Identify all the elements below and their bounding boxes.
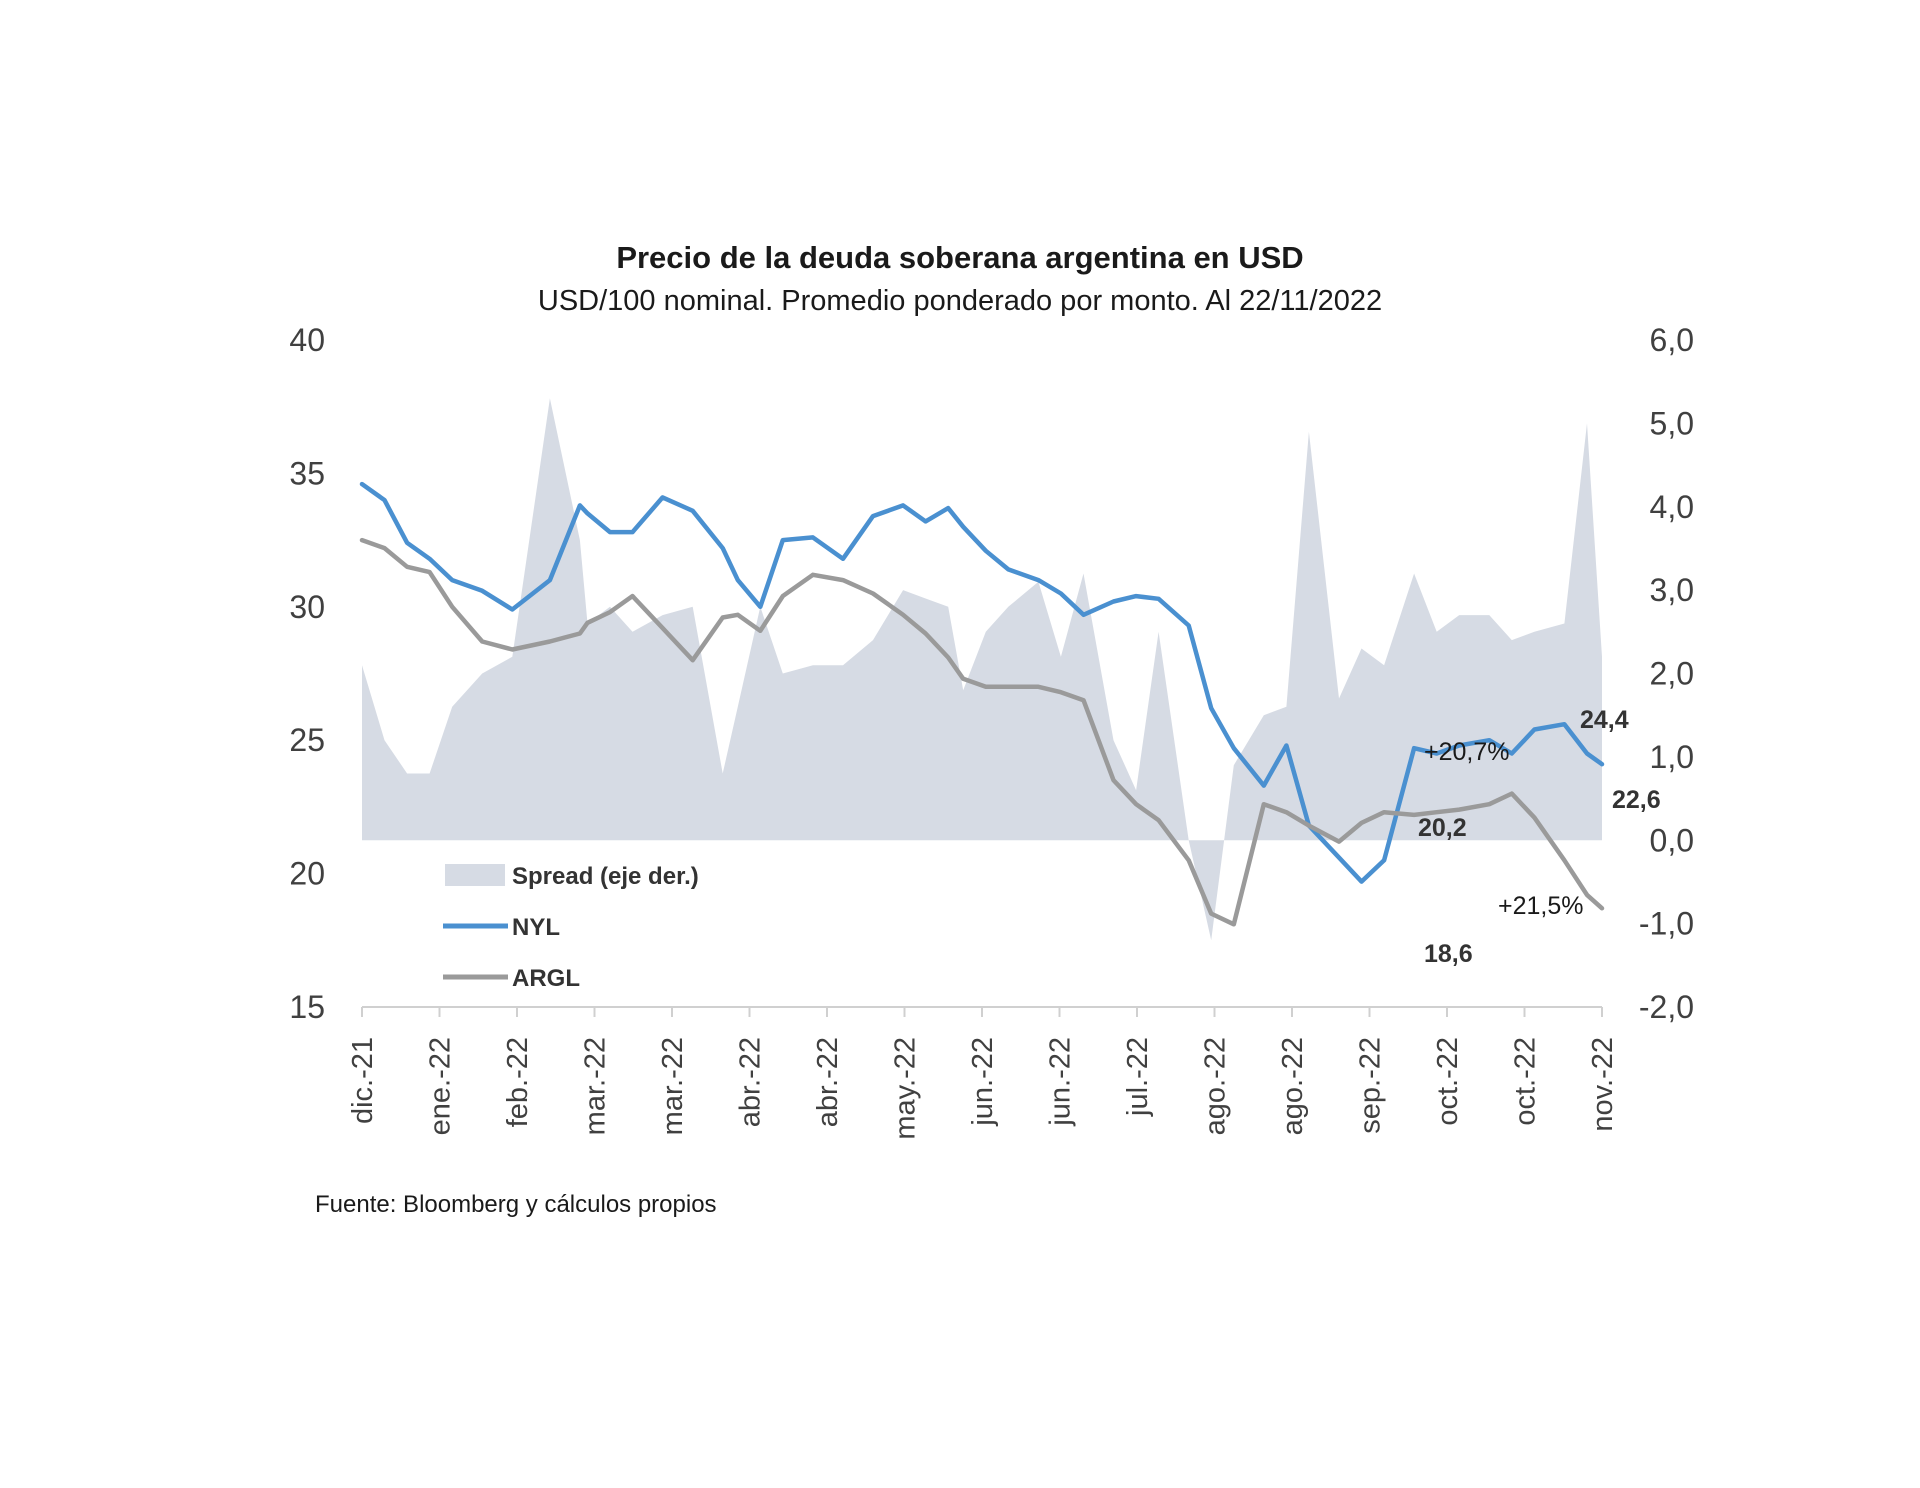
y-left-tick-label: 30 xyxy=(289,589,325,625)
annotation-argl-pct: +21,5% xyxy=(1498,892,1584,920)
x-tick-label: oct.-22 xyxy=(1432,1037,1464,1126)
x-tick-label: mar.-22 xyxy=(580,1037,612,1135)
x-tick-label: oct.-22 xyxy=(1510,1037,1542,1126)
y-right-tick-label: -1,0 xyxy=(1639,906,1694,942)
chart-subtitle: USD/100 nominal. Promedio ponderado por … xyxy=(538,285,1382,317)
y-right-tick-label: 0,0 xyxy=(1650,822,1694,858)
y-right-tick-label: -2,0 xyxy=(1639,989,1694,1025)
x-tick-label: jun.-22 xyxy=(1045,1037,1077,1127)
y-left-tick-label: 35 xyxy=(289,455,325,491)
chart-title: Precio de la deuda soberana argentina en… xyxy=(616,240,1303,275)
series-lines xyxy=(359,481,1605,927)
annotations: 24,4 22,6 20,2 18,6 +20,7% +21,5% xyxy=(1418,706,1661,968)
annotation-argl-last: 22,6 xyxy=(1612,786,1661,814)
series-line-nyl xyxy=(359,481,1605,884)
x-tick-label: ago.-22 xyxy=(1277,1037,1309,1135)
y-right-tick-label: 3,0 xyxy=(1650,572,1694,608)
x-tick-label: ene.-22 xyxy=(425,1037,457,1135)
y-right-tick-label: 6,0 xyxy=(1650,322,1694,358)
spread-area xyxy=(362,398,1602,941)
x-tick-label: ago.-22 xyxy=(1200,1037,1232,1135)
source-note: Fuente: Bloomberg y cálculos propios xyxy=(315,1191,717,1218)
legend-label-nyl: NYL xyxy=(512,914,560,941)
y-right-tick-label: 5,0 xyxy=(1650,405,1694,441)
x-tick-label: nov.-22 xyxy=(1587,1037,1619,1132)
annotation-nyl-min: 20,2 xyxy=(1418,814,1467,842)
x-tick-label: dic.-21 xyxy=(347,1037,379,1124)
axes: 15 20 25 30 35 40 -2,0 -1,0 0,0 1,0 2,0 3,0 4,0 5,0 6,… xyxy=(289,322,1694,1140)
x-tick-label: jul.-22 xyxy=(1122,1037,1154,1117)
annotation-nyl-last: 24,4 xyxy=(1580,706,1629,734)
y-right-tick-label: 1,0 xyxy=(1650,739,1694,775)
legend: Spread (eje der.) NYL ARGL xyxy=(443,863,699,992)
y-left-tick-label: 15 xyxy=(289,989,325,1025)
x-tick-label: may.-22 xyxy=(890,1037,922,1140)
y-right-tick-label: 2,0 xyxy=(1650,656,1694,692)
legend-label-argl: ARGL xyxy=(512,965,580,992)
legend-label-spread: Spread (eje der.) xyxy=(512,863,699,890)
series-line-argl xyxy=(359,537,1605,927)
y-left-tick-label: 25 xyxy=(289,722,325,758)
x-tick-label: abr.-22 xyxy=(812,1037,844,1127)
x-tick-label: abr.-22 xyxy=(735,1037,767,1127)
y-left-tick-label: 40 xyxy=(289,322,325,358)
x-tick-label: jun.-22 xyxy=(967,1037,999,1127)
spread-area-layer xyxy=(362,398,1602,941)
legend-swatch-spread xyxy=(445,864,505,886)
x-tick-label: sep.-22 xyxy=(1355,1037,1387,1134)
x-tick-label: feb.-22 xyxy=(502,1037,534,1127)
annotation-nyl-pct: +20,7% xyxy=(1424,738,1510,766)
y-right-tick-label: 4,0 xyxy=(1650,489,1694,525)
y-left-tick-label: 20 xyxy=(289,856,325,892)
x-tick-label: mar.-22 xyxy=(657,1037,689,1135)
annotation-argl-min: 18,6 xyxy=(1424,940,1473,968)
